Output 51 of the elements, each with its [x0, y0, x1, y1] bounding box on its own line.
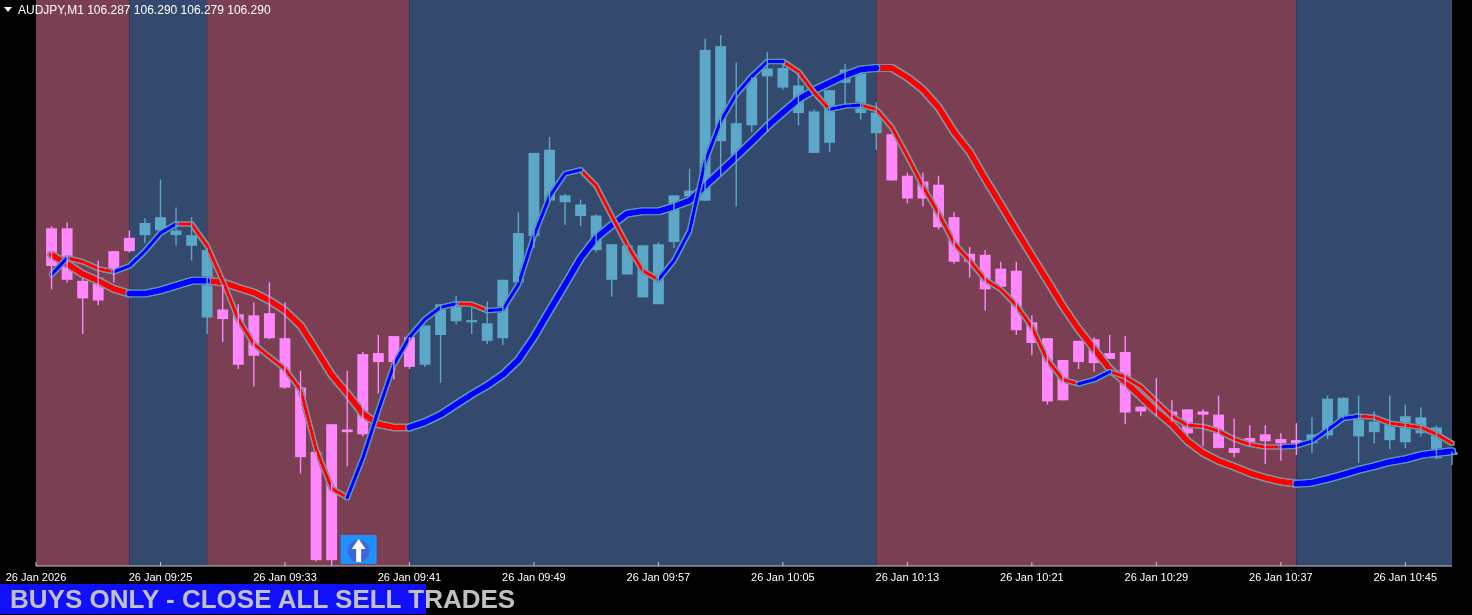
- candlestick: [1306, 416, 1318, 454]
- candlestick: [481, 300, 493, 345]
- candlestick: [995, 261, 1007, 288]
- candlestick: [1197, 408, 1209, 447]
- x-tick-label: 26 Jan 09:41: [377, 571, 442, 583]
- candlestick: [964, 246, 976, 279]
- candlestick: [170, 206, 182, 247]
- candlestick: [1026, 314, 1038, 356]
- candlestick: [777, 62, 789, 91]
- candlestick: [1384, 394, 1396, 450]
- candlestick: [1368, 410, 1380, 445]
- x-tick-label: 26 Jan 10:21: [1000, 571, 1064, 583]
- x-tick-label: 26 Jan 09:33: [253, 571, 317, 583]
- candlestick: [1290, 422, 1302, 456]
- x-tick-label: 26 Jan 10:45: [1373, 571, 1438, 583]
- candlestick: [450, 295, 462, 326]
- x-tick-label: 26 Jan 09:49: [502, 571, 566, 583]
- candlestick: [92, 259, 104, 306]
- x-tick-label: 26 Jan 10:29: [1124, 571, 1189, 583]
- candlestick: [839, 62, 851, 106]
- candlestick: [1088, 336, 1100, 373]
- candlestick: [761, 51, 773, 133]
- candlestick: [917, 171, 929, 208]
- x-tick-label: 26 Jan 10:13: [875, 571, 940, 583]
- candlestick: [108, 250, 120, 284]
- candlestick: [870, 101, 882, 151]
- candlestick: [186, 216, 198, 262]
- candlestick: [1244, 424, 1256, 447]
- x-tick-label: 26 Jan 2026: [5, 571, 67, 583]
- candlestick: [217, 283, 229, 343]
- candlestick: [466, 306, 478, 335]
- x-tick-label: 26 Jan 10:05: [751, 571, 815, 583]
- candlestick: [1104, 334, 1116, 360]
- candlestick: [1259, 424, 1271, 465]
- candlestick: [155, 178, 166, 232]
- candlestick: [1182, 408, 1193, 437]
- x-tick-label: 26 Jan 09:57: [626, 571, 691, 583]
- candlestick: [1415, 406, 1427, 438]
- candlestick: [1228, 417, 1240, 458]
- x-tick-label: 26 Jan 09:25: [128, 571, 193, 583]
- x-tick-label: 26 Jan 10:37: [1249, 571, 1313, 583]
- candlestick: [559, 193, 571, 226]
- candlestick: [1353, 394, 1365, 464]
- candlestick: [372, 334, 384, 395]
- candlestick: [139, 217, 151, 244]
- candlestick: [123, 229, 135, 254]
- candlestick: [575, 198, 587, 227]
- candlestick: [901, 171, 913, 205]
- candlestick: [1275, 432, 1287, 462]
- candlestick: [77, 276, 89, 335]
- candlestick: [1073, 340, 1084, 370]
